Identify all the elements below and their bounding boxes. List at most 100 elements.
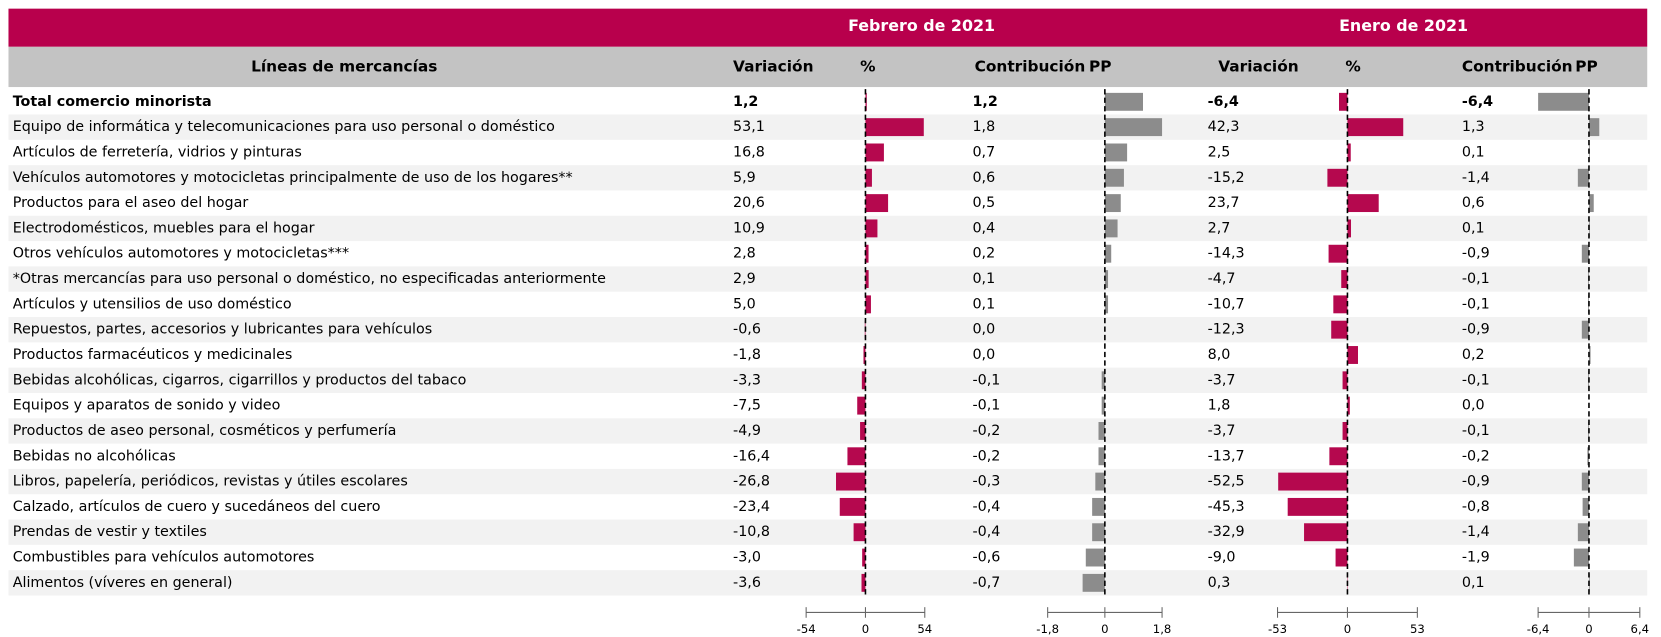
value-label: 2,7 — [1208, 220, 1231, 236]
row-label: Productos de aseo personal, cosméticos y… — [13, 423, 397, 439]
value-label: 53,1 — [733, 119, 765, 135]
value-label: 1,8 — [972, 119, 995, 135]
row-label: Equipos y aparatos de sonido y video — [13, 398, 281, 414]
value-label: 2,8 — [733, 246, 756, 262]
value-label: -3,0 — [733, 550, 761, 566]
bar — [836, 472, 866, 491]
value-label: 0,4 — [972, 220, 995, 236]
column-unit: % — [1345, 57, 1360, 75]
value-label: 0,1 — [1462, 220, 1485, 236]
bar — [861, 573, 866, 592]
bar — [1101, 371, 1105, 390]
tick-label: -1,8 — [1036, 622, 1059, 636]
bar — [1104, 194, 1121, 213]
bar — [865, 194, 889, 213]
row-label: Electrodomésticos, muebles para el hogar — [13, 220, 315, 236]
tick-label: 0 — [862, 622, 869, 636]
value-label: -0,1 — [972, 372, 1000, 388]
bar — [1082, 573, 1105, 592]
tick-label: -54 — [797, 622, 816, 636]
bar — [1581, 244, 1589, 263]
bar — [1538, 92, 1589, 111]
value-label: 16,8 — [733, 144, 765, 160]
value-label: -15,2 — [1208, 170, 1245, 186]
value-label: -10,7 — [1208, 296, 1245, 312]
value-label: 0,5 — [972, 195, 995, 211]
value-label: -0,1 — [972, 398, 1000, 414]
value-label: -3,3 — [733, 372, 761, 388]
value-label: -3,7 — [1208, 372, 1236, 388]
tick-label: 0 — [1344, 622, 1351, 636]
bar — [1085, 548, 1105, 567]
value-label: -0,1 — [1462, 423, 1490, 439]
value-label: 2,5 — [1208, 144, 1231, 160]
value-label: -23,4 — [733, 499, 770, 515]
bar — [1104, 118, 1163, 137]
bar — [1104, 168, 1124, 187]
bar — [1104, 295, 1109, 314]
bar — [865, 244, 869, 263]
bar — [1588, 194, 1594, 213]
row-background — [8, 317, 1648, 343]
row-label: Otros vehículos automotores y motociclet… — [13, 246, 349, 262]
value-label: 0,6 — [972, 170, 995, 186]
value-label: 0,2 — [972, 246, 995, 262]
value-label: -0,7 — [972, 575, 1000, 591]
row-background — [8, 570, 1648, 596]
value-label: -12,3 — [1208, 322, 1245, 338]
value-label: -0,2 — [972, 423, 1000, 439]
bar — [1588, 118, 1600, 137]
bar — [1347, 219, 1352, 238]
tick-label: -6,4 — [1527, 622, 1550, 636]
bar — [1098, 421, 1105, 440]
value-label: -0,6 — [972, 550, 1000, 566]
value-label: -0,9 — [1462, 322, 1490, 338]
value-label: -0,9 — [1462, 246, 1490, 262]
column-header: Contribución — [975, 57, 1086, 75]
bar — [1581, 320, 1589, 339]
bar — [1333, 295, 1348, 314]
row-label: Bebidas no alcohólicas — [13, 448, 176, 464]
bar — [1329, 447, 1348, 466]
value-label: 0,2 — [1462, 347, 1485, 363]
bar — [1347, 143, 1351, 162]
bar — [1347, 396, 1350, 415]
row-background — [8, 418, 1648, 444]
bar — [865, 295, 871, 314]
row-background — [8, 165, 1648, 191]
bar — [857, 396, 866, 415]
value-label: 0,0 — [1462, 398, 1485, 414]
value-label: -0,4 — [972, 499, 1000, 515]
month-label: Enero de 2021 — [1339, 16, 1468, 35]
row-label: Artículos de ferretería, vidrios y pintu… — [13, 144, 302, 160]
value-label: -4,9 — [733, 423, 761, 439]
value-label: 1,3 — [1462, 119, 1485, 135]
tick-label: 53 — [1410, 622, 1425, 636]
row-label: Combustibles para vehículos automotores — [13, 550, 315, 566]
bar — [1347, 346, 1358, 364]
row-label: Alimentos (víveres en general) — [13, 575, 233, 591]
value-label: 0,6 — [1462, 195, 1485, 211]
tick-label: 6,4 — [1631, 622, 1650, 636]
row-label: Calzado, artículos de cuero y sucedáneos… — [13, 499, 381, 515]
value-label: 23,7 — [1208, 195, 1240, 211]
value-label: -14,3 — [1208, 246, 1245, 262]
bar — [1577, 523, 1589, 542]
bar — [1104, 219, 1118, 238]
bar — [839, 497, 866, 516]
bar — [1104, 92, 1143, 111]
column-title: Líneas de mercancías — [251, 57, 437, 75]
value-label: -10,8 — [733, 524, 770, 540]
bar — [865, 118, 924, 137]
value-label: -0,8 — [1462, 499, 1490, 515]
bar — [1092, 497, 1105, 516]
bar — [1092, 523, 1105, 542]
row-background — [8, 468, 1648, 495]
row-label: Repuestos, partes, accesorios y lubrican… — [13, 322, 433, 338]
value-label: -0,4 — [972, 524, 1000, 540]
value-label: -0,3 — [972, 474, 1000, 490]
bar — [1335, 548, 1348, 567]
value-label: 1,8 — [1208, 398, 1231, 414]
value-label: 5,0 — [733, 296, 756, 312]
